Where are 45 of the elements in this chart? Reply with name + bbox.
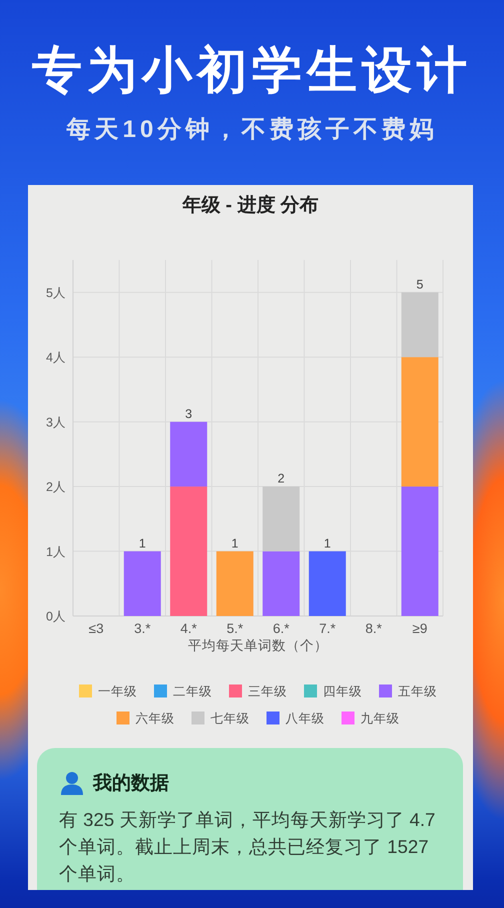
bar [401,292,438,358]
bar [216,551,254,616]
legend-label: 七年级 [210,712,250,726]
total-label: 1 [324,536,331,550]
y-tick-label: 4人 [46,350,66,365]
legend-label: 八年级 [286,712,324,726]
bar [124,551,161,616]
bar [262,551,300,616]
legend-label: 五年级 [398,684,437,698]
text: 有 325 天新学了单词，平均每天新学习了 4.7 个单词。截止上周末，总共已经复习了 1527 个单词。 [59,808,436,886]
legend-label: 二年级 [173,684,212,698]
total-label: 1 [231,536,238,550]
bar [170,422,208,487]
total-label: 1 [138,536,146,550]
total-label: 2 [278,472,285,486]
x-tick-label: 3.* [134,621,152,636]
legend-label: 九年级 [360,712,400,726]
bar [308,551,346,616]
x-tick-label: 4.* [180,621,198,636]
y-tick-label: 3人 [46,415,66,430]
total-label: 3 [185,406,192,421]
text: 每天10分钟，不费孩子不费妈 [66,115,438,145]
text: 专为小初学生设计 [31,41,473,100]
x-tick-label: 6.* [272,621,290,636]
bar [170,486,208,616]
legend-label: 六年级 [136,712,174,726]
bar [401,357,438,487]
legend-label: 三年级 [248,684,287,698]
x-tick-label: 5.* [226,621,244,636]
legend-label: 四年级 [323,684,362,698]
chart-title: 年级 - 进度 分布 [181,194,319,216]
total-label: 5 [416,277,424,292]
y-tick-label: 0人 [46,610,66,624]
x-tick-label: ≥9 [412,621,428,636]
y-tick-label: 2人 [46,480,66,494]
x-tick-label: 7.* [319,621,336,636]
bar [262,486,300,552]
bar [401,486,438,616]
x-axis-title: 平均每天单词数（个） [188,638,328,653]
legend-label: 一年级 [98,684,137,698]
y-tick-label: 1人 [46,544,66,559]
y-tick-label: 5人 [46,286,66,300]
x-tick-label: ≤3 [88,621,104,636]
x-tick-label: 8.* [365,621,383,636]
text: 我的数据 [93,772,169,796]
